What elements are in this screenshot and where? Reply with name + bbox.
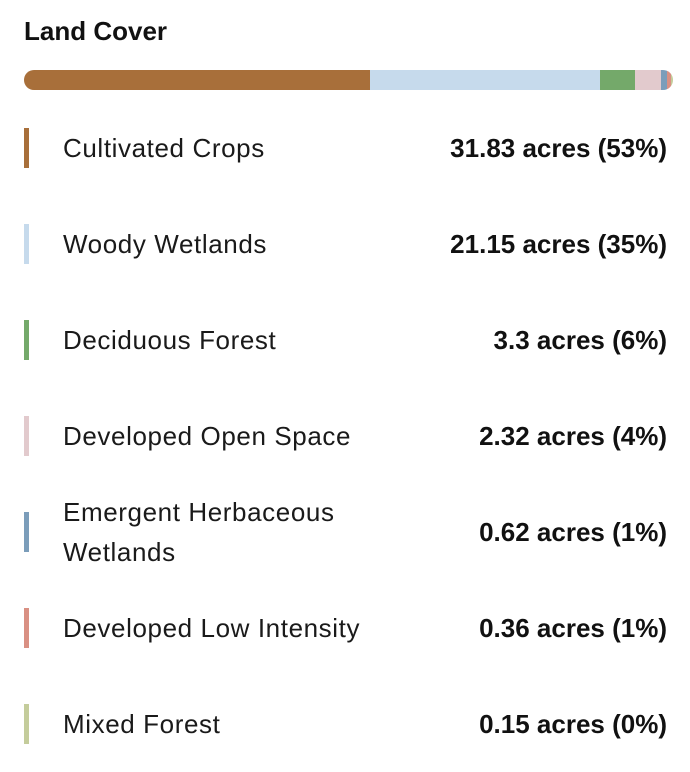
legend-list: Cultivated Crops 31.83 acres (53%) Woody W… [24,100,667,772]
bar-segment [369,70,600,90]
category-label: Deciduous Forest [63,325,277,355]
category-label: Woody Wetlands [63,229,267,259]
category-label: Mixed Forest [63,709,221,739]
legend-row: Woody Wetlands 21.15 acres (35%) [24,196,667,292]
legend-swatch [24,608,29,648]
category-label: Developed Open Space [63,421,352,451]
category-label: Developed Low Intensity [63,613,361,643]
bar-segment [671,70,673,90]
legend-swatch [24,704,29,744]
bar-segment [599,70,636,90]
legend-swatch [24,320,29,360]
value-label: 0.62 acres (1%) [479,517,667,547]
bar-segment [635,70,661,90]
legend-row: Deciduous Forest 3.3 acres (6%) [24,292,667,388]
legend-swatch [24,416,29,456]
category-label: Emergent Herbaceous Wetlands [63,497,335,567]
legend-row: Developed Low Intensity 0.36 acres (1%) [24,580,667,676]
chart-title: Land Cover [24,16,168,46]
legend-row: Emergent Herbaceous Wetlands 0.62 acres (… [24,484,667,580]
legend-row: Developed Open Space 2.32 acres (4%) [24,388,667,484]
bar-segment [667,70,672,90]
value-label: 0.36 acres (1%) [479,613,667,643]
legend-swatch [24,224,29,264]
legend-swatch [24,512,29,552]
bar-segment [24,70,370,90]
value-label: 21.15 acres (35%) [450,229,667,259]
value-label: 3.3 acres (6%) [493,325,667,355]
bar-segment [660,70,668,90]
legend-row: Cultivated Crops 31.83 acres (53%) [24,100,667,196]
value-label: 2.32 acres (4%) [479,421,667,451]
value-label: 0.15 acres (0%) [479,709,667,739]
value-label: 31.83 acres (53%) [450,133,667,163]
category-label: Cultivated Crops [63,133,265,163]
stacked-bar [24,70,673,90]
legend-swatch [24,128,29,168]
legend-row: Mixed Forest 0.15 acres (0%) [24,676,667,772]
